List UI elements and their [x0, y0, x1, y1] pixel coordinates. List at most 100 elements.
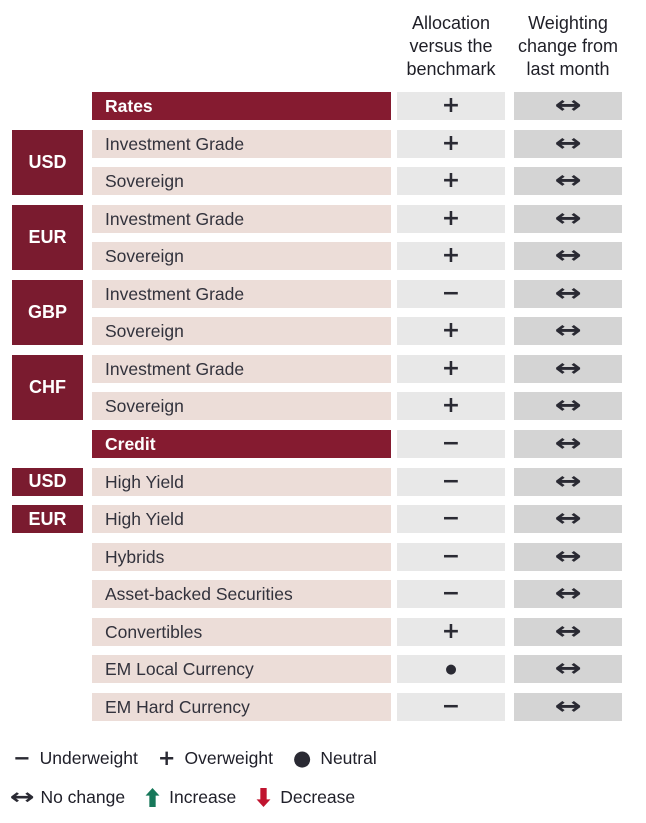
- row-label: Sovereign: [105, 396, 184, 416]
- table-row: Investment Grade + ↔: [0, 128, 646, 158]
- no-change-arrow-icon: ↔: [554, 466, 582, 495]
- row-label: Hybrids: [105, 546, 165, 567]
- no-change-arrow-icon: ↔: [554, 616, 582, 645]
- table-row: EM Local Currency ● ↔: [0, 655, 646, 683]
- table-row: Sovereign + ↔: [0, 167, 646, 195]
- row-label: Investment Grade: [105, 133, 245, 154]
- row-label-bar: Sovereign: [92, 242, 391, 270]
- weighting-cell: ↔: [514, 505, 622, 533]
- allocation-symbol: +: [441, 618, 461, 644]
- section-header-rates: Rates: [92, 92, 391, 120]
- weighting-cell: ↔: [514, 242, 622, 270]
- row-label: Sovereign: [105, 171, 184, 191]
- currency-badge-label: CHF: [29, 376, 66, 397]
- currency-badge-label: GBP: [27, 301, 67, 322]
- table-row: Rates + ↔: [0, 92, 646, 120]
- no-change-arrow-icon: ↔: [554, 128, 582, 157]
- allocation-symbol: −: [441, 430, 461, 456]
- column-header-line: versus the: [409, 36, 493, 56]
- column-header-weighting: Weighting change from last month: [509, 12, 627, 81]
- row-label: Investment Grade: [105, 208, 245, 229]
- legend-label: Increase: [169, 787, 237, 807]
- row-label: Investment Grade: [105, 283, 245, 304]
- allocation-cell: −: [397, 692, 505, 721]
- legend-item-overweight: + Overweight: [158, 746, 273, 770]
- no-change-arrow-icon: ↔: [554, 691, 582, 720]
- weighting-cell: ↔: [514, 167, 622, 195]
- currency-badge-label: USD: [28, 151, 67, 172]
- weighting-cell: ↔: [514, 203, 622, 233]
- no-change-arrow-icon: ↔: [554, 278, 582, 307]
- no-change-arrow-icon: ↔: [554, 504, 582, 532]
- row-label: High Yield: [105, 471, 184, 492]
- table-row: Investment Grade + ↔: [0, 353, 646, 383]
- currency-badge-label: EUR: [28, 226, 67, 247]
- no-change-arrow-icon: ↔: [554, 428, 582, 457]
- minus-icon: −: [13, 746, 31, 770]
- legend-label: Decrease: [280, 787, 356, 807]
- allocation-cell: −: [397, 542, 505, 571]
- row-label-bar: EM Hard Currency: [92, 692, 391, 721]
- allocation-symbol: +: [441, 393, 461, 418]
- row-label-bar: Investment Grade: [92, 129, 391, 158]
- neutral-dot-icon: ●: [292, 746, 312, 770]
- weighting-cell: ↔: [514, 392, 622, 420]
- row-label-bar: Investment Grade: [92, 279, 391, 308]
- weighting-cell: ↔: [514, 655, 622, 683]
- row-label: Sovereign: [105, 246, 184, 266]
- down-arrow-icon: [256, 788, 271, 807]
- allocation-cell: +: [397, 167, 505, 195]
- weighting-cell: ↔: [514, 92, 622, 120]
- currency-badge-label: EUR: [28, 508, 67, 529]
- allocation-symbol: +: [441, 355, 461, 381]
- no-change-arrow-icon: ↔: [554, 541, 582, 570]
- row-label-bar: Investment Grade: [92, 354, 391, 383]
- row-label: Sovereign: [105, 321, 184, 341]
- currency-badge-chf-rates: CHF: [12, 354, 83, 420]
- table-row: Convertibles + ↔: [0, 616, 646, 646]
- column-header-line: benchmark: [406, 59, 496, 79]
- table-row: Credit − ↔: [0, 428, 646, 458]
- table-row: High Yield − ↔: [0, 505, 646, 533]
- legend-item-neutral: ● Neutral: [293, 746, 377, 770]
- legend-label: Neutral: [320, 747, 377, 768]
- allocation-cell: +: [397, 617, 505, 646]
- legend-item-no-change: ↔ No change: [9, 784, 125, 811]
- weighting-cell: ↔: [514, 317, 622, 345]
- no-change-arrow-icon: ↔: [554, 203, 582, 232]
- row-label: Convertibles: [105, 621, 203, 642]
- allocation-symbol: −: [441, 543, 461, 569]
- no-change-arrow-icon: ↔: [554, 316, 582, 344]
- column-header-allocation: Allocation versus the benchmark: [392, 12, 510, 81]
- column-header-line: last month: [526, 59, 610, 79]
- allocation-cell: +: [397, 204, 505, 233]
- weighting-cell: ↔: [514, 580, 622, 608]
- section-label: Rates: [105, 96, 153, 116]
- neutral-dot-icon: ●: [445, 662, 457, 677]
- left-right-arrow-icon: ↔: [9, 785, 35, 810]
- row-label-bar: Sovereign: [92, 317, 391, 345]
- allocation-cell: +: [397, 242, 505, 270]
- row-label-bar: Asset-backed Securities: [92, 580, 391, 608]
- column-header-line: change from: [517, 36, 619, 56]
- legend-label: Overweight: [184, 747, 273, 768]
- row-label-bar: High Yield: [92, 467, 391, 496]
- legend-item-increase: Increase: [145, 787, 236, 808]
- column-header-line: Allocation: [411, 13, 491, 33]
- no-change-arrow-icon: ↔: [554, 391, 582, 419]
- row-label: Investment Grade: [105, 358, 245, 379]
- row-label-bar: Sovereign: [92, 392, 391, 420]
- allocation-cell: +: [397, 354, 505, 383]
- column-header-line: Weighting: [528, 13, 608, 33]
- no-change-arrow-icon: ↔: [554, 353, 582, 382]
- weighting-cell: ↔: [514, 541, 622, 571]
- table-row: Investment Grade − ↔: [0, 278, 646, 308]
- allocation-cell: +: [397, 92, 505, 120]
- legend-row-weighting: ↔ No change Increase Decrease: [9, 784, 356, 811]
- allocation-symbol: +: [441, 93, 461, 118]
- up-arrow-icon: [145, 788, 160, 807]
- allocation-cell: +: [397, 317, 505, 345]
- table-row: Investment Grade + ↔: [0, 203, 646, 233]
- table-row: Sovereign + ↔: [0, 242, 646, 270]
